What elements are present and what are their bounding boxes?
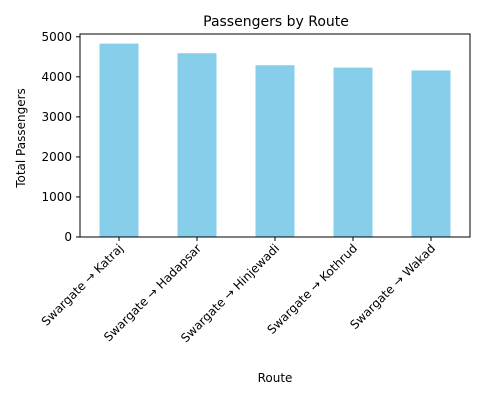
y-tick-label: 4000 xyxy=(41,70,72,84)
plot-frame xyxy=(79,33,471,238)
y-tick-label: 0 xyxy=(64,230,72,244)
bar xyxy=(333,67,373,237)
y-axis-ticks: 0 1000 2000 3000 4000 5000 xyxy=(41,30,80,244)
y-axis-label: Total Passengers xyxy=(14,88,28,189)
y-tick-label: 2000 xyxy=(41,150,72,164)
x-tick-label: Swargate → Wakad xyxy=(347,241,438,332)
bar xyxy=(177,53,217,237)
bar xyxy=(99,43,139,237)
chart-title: Passengers by Route xyxy=(203,14,349,30)
axes-frame xyxy=(79,33,471,238)
x-tick-label: Swargate → Kothrud xyxy=(264,241,360,337)
bar xyxy=(255,65,295,237)
y-tick-label: 1000 xyxy=(41,190,72,204)
x-tick-label: Swargate → Katraj xyxy=(39,241,126,328)
y-tick-label: 5000 xyxy=(41,30,72,44)
y-tick-label: 3000 xyxy=(41,110,72,124)
x-axis-label: Route xyxy=(258,371,293,385)
bar xyxy=(411,70,451,237)
bars-group xyxy=(99,43,451,237)
